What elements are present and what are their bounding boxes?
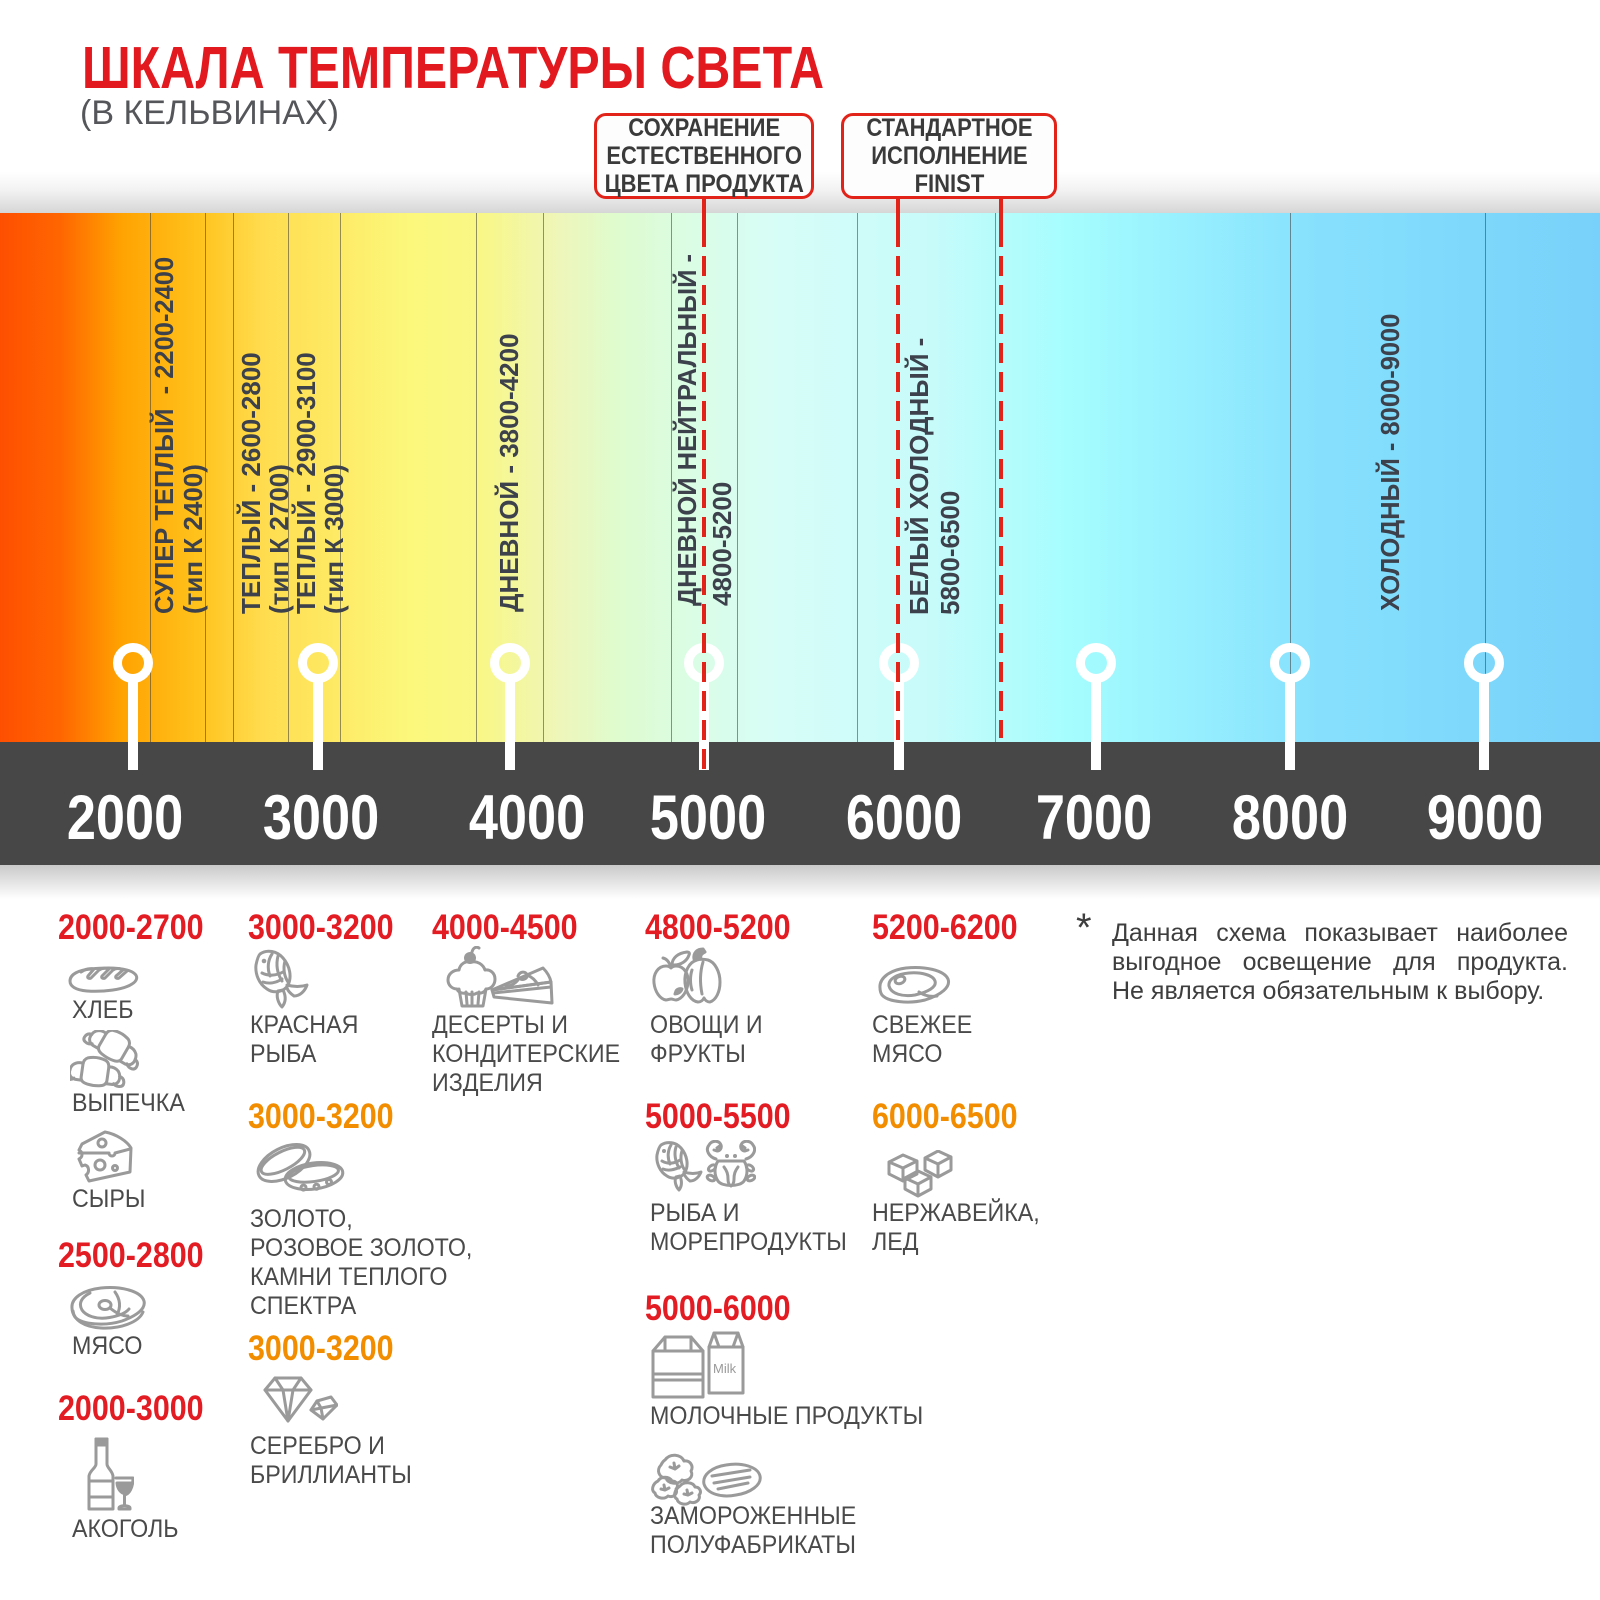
svg-text:Milk: Milk <box>713 1361 737 1376</box>
